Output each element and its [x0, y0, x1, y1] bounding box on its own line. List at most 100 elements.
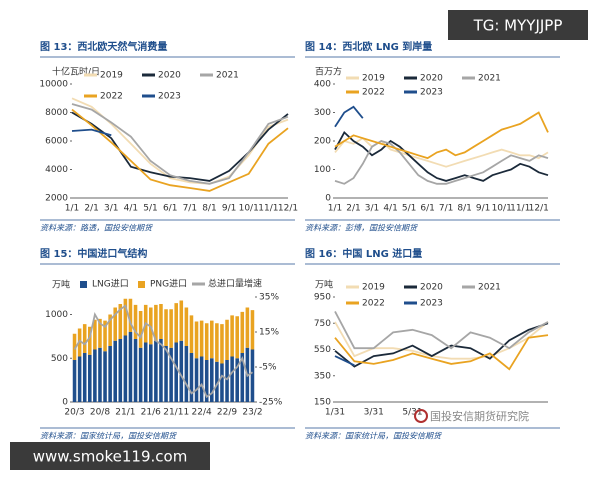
x-tick-label: 2/1: [84, 204, 98, 214]
bar-segment: [88, 354, 92, 402]
x-tick-label: 23/2: [242, 408, 262, 418]
source: 资料来源：国家统计局，国投安信期货: [305, 432, 442, 441]
source: 资料来源：彭博，国投安信期货: [305, 224, 418, 233]
bar-segment: [250, 349, 255, 402]
bar-segment: [123, 298, 128, 336]
bar-segment: [194, 321, 199, 359]
series-line: [71, 128, 112, 137]
legend-label: 2021: [478, 74, 501, 84]
series-line: [334, 355, 355, 367]
bar-segment: [143, 342, 148, 402]
legend-label: 总进口量增速: [208, 278, 262, 290]
x-tick-label: 3/1: [365, 204, 379, 214]
bar-segment: [77, 356, 82, 402]
bar-segment: [174, 303, 178, 343]
bar-segment: [240, 353, 245, 402]
bar-segment: [210, 358, 214, 402]
x-tick-label: 7/1: [439, 204, 453, 214]
legend-label: 2021: [478, 283, 501, 293]
y-tick-label: 500: [51, 354, 68, 364]
series-line: [334, 137, 549, 168]
bar-segment: [149, 344, 153, 402]
bar-segment: [72, 333, 77, 360]
bar-segment: [189, 353, 194, 402]
bar-segment: [113, 340, 117, 402]
x-tick-label: 22/4: [192, 408, 212, 418]
x-tick-label: 4/1: [383, 204, 397, 214]
x-tick-label: 1/31: [325, 408, 345, 418]
series-line: [334, 130, 549, 182]
bar-segment: [184, 346, 189, 402]
bar-segment: [179, 300, 184, 341]
source: 资料来源：国家统计局，国投安信期货: [40, 432, 177, 441]
legend-label: 2019: [362, 74, 385, 84]
series-line: [73, 304, 254, 399]
bar-segment: [230, 356, 234, 402]
series-line: [334, 111, 549, 160]
bar-segment: [250, 310, 255, 350]
x-tick-label: 8/1: [457, 204, 471, 214]
x-tick-label: 6/1: [420, 204, 434, 214]
y-tick-label: 0: [325, 194, 331, 204]
y-tick-label: 200: [314, 137, 331, 147]
x-tick-label: 10/1: [492, 204, 512, 214]
bar-segment: [179, 340, 184, 402]
bar-segment: [103, 351, 107, 402]
bar-segment: [159, 339, 163, 402]
x-tick-label: 12/1: [278, 204, 298, 214]
bar-segment: [245, 307, 250, 348]
y-tick-label: 10000: [39, 80, 68, 90]
y-tick-label: 750: [314, 319, 331, 329]
series-line: [334, 140, 549, 185]
bar-segment: [220, 363, 224, 402]
bar-segment: [93, 349, 97, 402]
bar-segment: [128, 332, 133, 402]
x-tick-label: 4/1: [124, 204, 138, 214]
bar-segment: [128, 298, 133, 332]
bar-segment: [133, 339, 138, 402]
bar-segment: [204, 360, 209, 402]
y2-tick-label: -5%: [259, 363, 277, 373]
bar-segment: [225, 360, 229, 402]
x-tick-label: 11/1: [510, 204, 530, 214]
bar-segment: [98, 347, 102, 402]
legend-label: 2019: [362, 283, 385, 293]
legend-label: 2023: [420, 299, 443, 309]
bar-segment: [215, 323, 219, 362]
y-tick-label: 150: [314, 398, 331, 408]
y-tick-label: 350: [314, 371, 331, 381]
bar-segment: [225, 319, 229, 360]
bar-segment: [184, 307, 189, 346]
x-tick-label: 21/1: [115, 408, 135, 418]
site-box: [10, 442, 210, 470]
bar-segment: [108, 314, 112, 346]
legend-label: 2023: [158, 92, 181, 102]
bar-segment: [88, 326, 92, 355]
bar-segment: [103, 320, 107, 352]
bar-segment: [199, 320, 204, 357]
site-text: www.smoke119.com: [33, 448, 188, 466]
bar-segment: [235, 316, 239, 359]
bar-segment: [138, 311, 143, 348]
brand-text: 国投安信期货研究院: [430, 409, 529, 423]
x-tick-label: 8/1: [202, 204, 216, 214]
bar-segment: [113, 307, 117, 341]
x-tick-label: 10/1: [239, 204, 259, 214]
bar-segment: [93, 319, 97, 350]
bar-segment: [204, 323, 209, 360]
y-tick-label: 2000: [45, 194, 68, 204]
brand-logo: [414, 409, 428, 423]
legend-label: 2022: [362, 299, 385, 309]
series-line: [71, 103, 289, 185]
x-tick-label: 20/8: [90, 408, 110, 418]
x-tick-label: 3/1: [104, 204, 118, 214]
y2-tick-label: -25%: [259, 398, 283, 408]
y-tick-label: 400: [314, 80, 331, 90]
x-tick-label: 5/1: [402, 204, 416, 214]
bar-segment: [72, 360, 77, 402]
y-tick-label: 1000: [45, 310, 68, 320]
bar-segment: [230, 315, 234, 357]
bar-segment: [215, 361, 219, 402]
series-line: [334, 310, 549, 350]
